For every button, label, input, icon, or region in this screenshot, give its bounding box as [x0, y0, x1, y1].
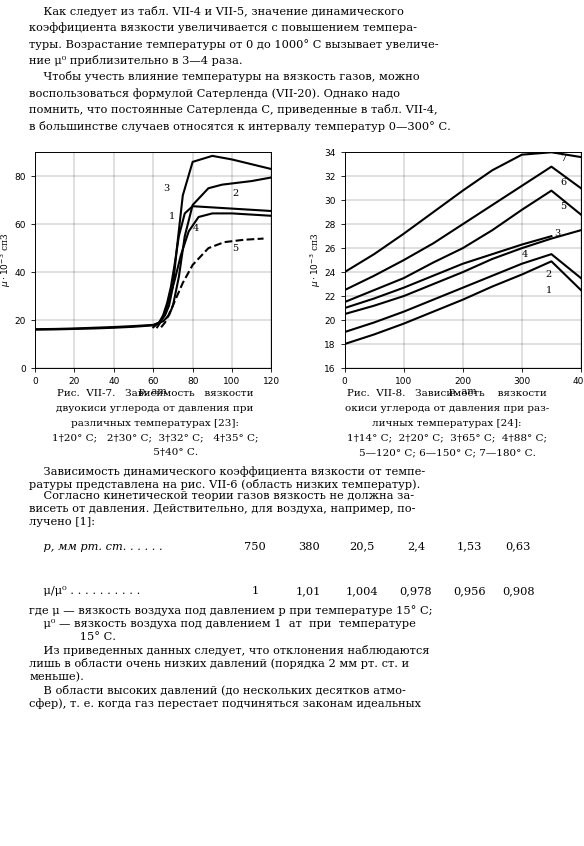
Text: Согласно кинетической теории газов вязкость не должна за-: Согласно кинетической теории газов вязко…: [29, 492, 414, 502]
Text: меньше).: меньше).: [29, 672, 84, 682]
Text: 750: 750: [244, 541, 266, 552]
Text: 1: 1: [545, 286, 552, 294]
X-axis label: p, am: p, am: [449, 387, 477, 397]
Text: p, мм рт. ст. . . . . .: p, мм рт. ст. . . . . .: [29, 541, 163, 552]
Text: 15° С.: 15° С.: [29, 632, 116, 642]
Text: 5†40° С.: 5†40° С.: [112, 448, 199, 457]
Text: воспользоваться формулой Сатерленда (VII-20). Однако надо: воспользоваться формулой Сатерленда (VII…: [29, 88, 400, 99]
Text: 3: 3: [163, 184, 169, 193]
Text: Из приведенных данных следует, что отклонения наблюдаются: Из приведенных данных следует, что откло…: [29, 645, 430, 656]
Text: лишь в области очень низких давлений (порядка 2 мм рт. ст. и: лишь в области очень низких давлений (по…: [29, 658, 409, 669]
Text: μ/μ⁰ . . . . . . . . . .: μ/μ⁰ . . . . . . . . . .: [29, 586, 141, 596]
Text: 3: 3: [554, 229, 561, 239]
Text: двуокиси углерода от давления при: двуокиси углерода от давления при: [56, 404, 253, 413]
Text: Как следует из табл. VII-4 и VII-5, значение динамического: Как следует из табл. VII-4 и VII-5, знач…: [29, 6, 404, 17]
Text: 6: 6: [560, 178, 566, 187]
Text: окиси углерода от давления при раз-: окиси углерода от давления при раз-: [345, 404, 549, 413]
Text: ние μ⁰ приблизительно в 3—4 раза.: ние μ⁰ приблизительно в 3—4 раза.: [29, 55, 243, 66]
Text: 1,53: 1,53: [457, 541, 482, 552]
Text: 1,004: 1,004: [346, 586, 378, 596]
Text: в большинстве случаев относятся к интервалу температур 0—300° С.: в большинстве случаев относятся к интерв…: [29, 121, 451, 132]
Text: 5: 5: [560, 201, 566, 211]
Text: ратуры представлена на рис. VII-6 (область низких температур).: ратуры представлена на рис. VII-6 (облас…: [29, 479, 420, 490]
Text: 4: 4: [193, 224, 199, 233]
Text: В области высоких давлений (до нескольких десятков атмо-: В области высоких давлений (до нескольки…: [29, 685, 406, 695]
Y-axis label: $\mu \cdot 10^{-3}$ сп3: $\mu \cdot 10^{-3}$ сп3: [0, 233, 13, 288]
Text: 0,956: 0,956: [453, 586, 486, 596]
Text: 1: 1: [169, 212, 175, 222]
Text: 7: 7: [560, 154, 566, 162]
Text: коэффициента вязкости увеличивается с повышением темпера-: коэффициента вязкости увеличивается с по…: [29, 22, 417, 33]
Text: μ⁰ — вязкость воздуха под давлением 1  ат  при  температуре: μ⁰ — вязкость воздуха под давлением 1 ат…: [29, 618, 416, 629]
Text: Рис.  VII-8.   Зависимость    вязкости: Рис. VII-8. Зависимость вязкости: [347, 389, 547, 398]
Text: 0,63: 0,63: [505, 541, 531, 552]
Text: 0,908: 0,908: [502, 586, 534, 596]
Text: Зависимость динамического коэффициента вязкости от темпе-: Зависимость динамического коэффициента в…: [29, 466, 426, 476]
Text: 20,5: 20,5: [350, 541, 375, 552]
Text: 1†14° С;  2†20° С;  3†65° С;  4†88° С;: 1†14° С; 2†20° С; 3†65° С; 4†88° С;: [347, 433, 547, 442]
Text: 0,978: 0,978: [399, 586, 432, 596]
Text: сфер), т. е. когда газ перестает подчиняться законам идеальных: сфер), т. е. когда газ перестает подчиня…: [29, 698, 421, 709]
Text: 2: 2: [545, 270, 552, 279]
Text: Чтобы учесть влияние температуры на вязкость газов, можно: Чтобы учесть влияние температуры на вязк…: [29, 71, 420, 82]
Text: 1,01: 1,01: [296, 586, 321, 596]
Text: различных температурах [23]:: различных температурах [23]:: [71, 419, 239, 427]
Text: помнить, что постоянные Сатерленда С, приведенные в табл. VII-4,: помнить, что постоянные Сатерленда С, пр…: [29, 104, 438, 115]
Text: 2,4: 2,4: [407, 541, 425, 552]
Text: где μ — вязкость воздуха под давлением p при температуре 15° С;: где μ — вязкость воздуха под давлением p…: [29, 606, 433, 617]
Text: лучено [1]:: лучено [1]:: [29, 517, 95, 527]
Text: Рис.  VII-7.   Зависимость   вязкости: Рис. VII-7. Зависимость вязкости: [57, 389, 253, 398]
Text: 4: 4: [522, 250, 528, 259]
Text: туры. Возрастание температуры от 0 до 1000° С вызывает увеличе-: туры. Возрастание температуры от 0 до 10…: [29, 39, 439, 50]
Text: 5: 5: [232, 244, 238, 253]
Text: 5—120° С; 6—150° С; 7—180° С.: 5—120° С; 6—150° С; 7—180° С.: [359, 448, 536, 457]
Text: висеть от давления. Действительно, для воздуха, например, по-: висеть от давления. Действительно, для в…: [29, 504, 416, 514]
Text: личных температурах [24]:: личных температурах [24]:: [372, 419, 522, 427]
Text: 1†20° С;   2†30° С;  3†32° С;   4†35° С;: 1†20° С; 2†30° С; 3†32° С; 4†35° С;: [52, 433, 258, 442]
Text: 2: 2: [232, 189, 238, 197]
Text: 1: 1: [251, 586, 259, 596]
Text: 380: 380: [298, 541, 319, 552]
X-axis label: p, am: p, am: [140, 387, 167, 397]
Y-axis label: $\mu \cdot 10^{-3}$ сп3: $\mu \cdot 10^{-3}$ сп3: [308, 233, 322, 288]
